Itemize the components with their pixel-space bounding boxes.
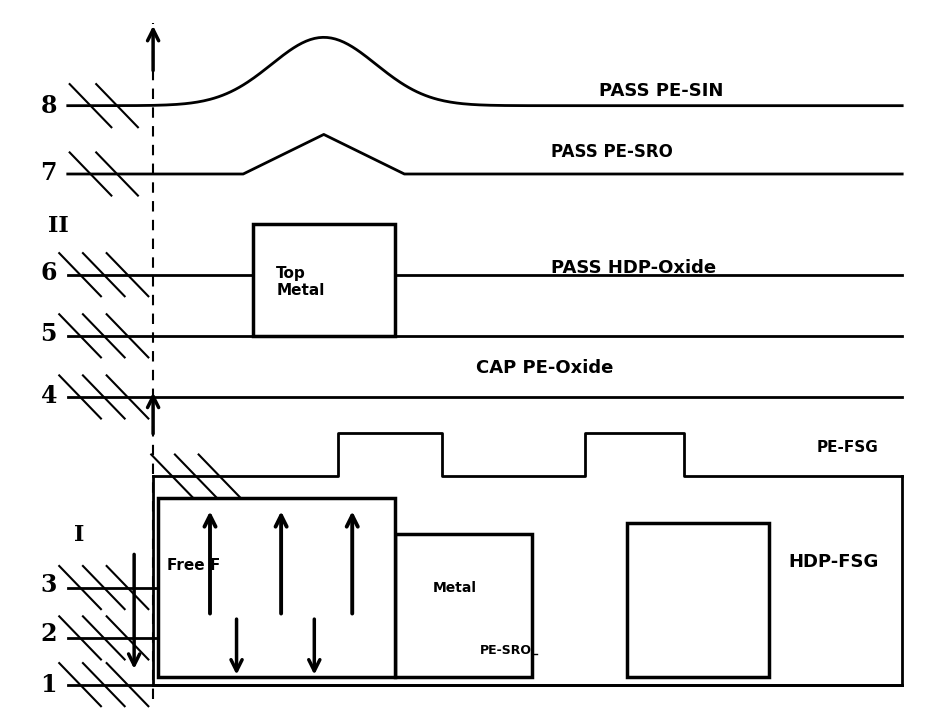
Text: PE-SRO: PE-SRO (480, 643, 533, 656)
Text: CAP PE-Oxide: CAP PE-Oxide (476, 359, 612, 377)
Text: 8: 8 (41, 94, 57, 118)
Text: Top
Metal: Top Metal (277, 266, 324, 298)
Text: Metal: Metal (433, 580, 476, 594)
Text: 3: 3 (41, 573, 57, 597)
Bar (253, 225, 395, 336)
Text: 4: 4 (41, 383, 57, 407)
Text: Free F: Free F (167, 559, 221, 573)
Text: 2: 2 (41, 622, 57, 646)
Text: 7: 7 (41, 160, 57, 185)
Text: I: I (74, 524, 85, 546)
Text: 5: 5 (41, 323, 57, 347)
Bar (628, 523, 769, 677)
Text: PE-FSG: PE-FSG (817, 440, 879, 455)
Bar (158, 497, 395, 677)
Text: PASS HDP-Oxide: PASS HDP-Oxide (552, 258, 716, 277)
Text: 1: 1 (41, 673, 57, 697)
Text: PASS PE-SIN: PASS PE-SIN (599, 82, 723, 100)
Text: II: II (48, 214, 68, 237)
Text: 6: 6 (41, 261, 57, 285)
Text: HDP-FSG: HDP-FSG (788, 553, 879, 571)
Bar (395, 534, 533, 677)
Text: PASS PE-SRO: PASS PE-SRO (552, 144, 673, 162)
